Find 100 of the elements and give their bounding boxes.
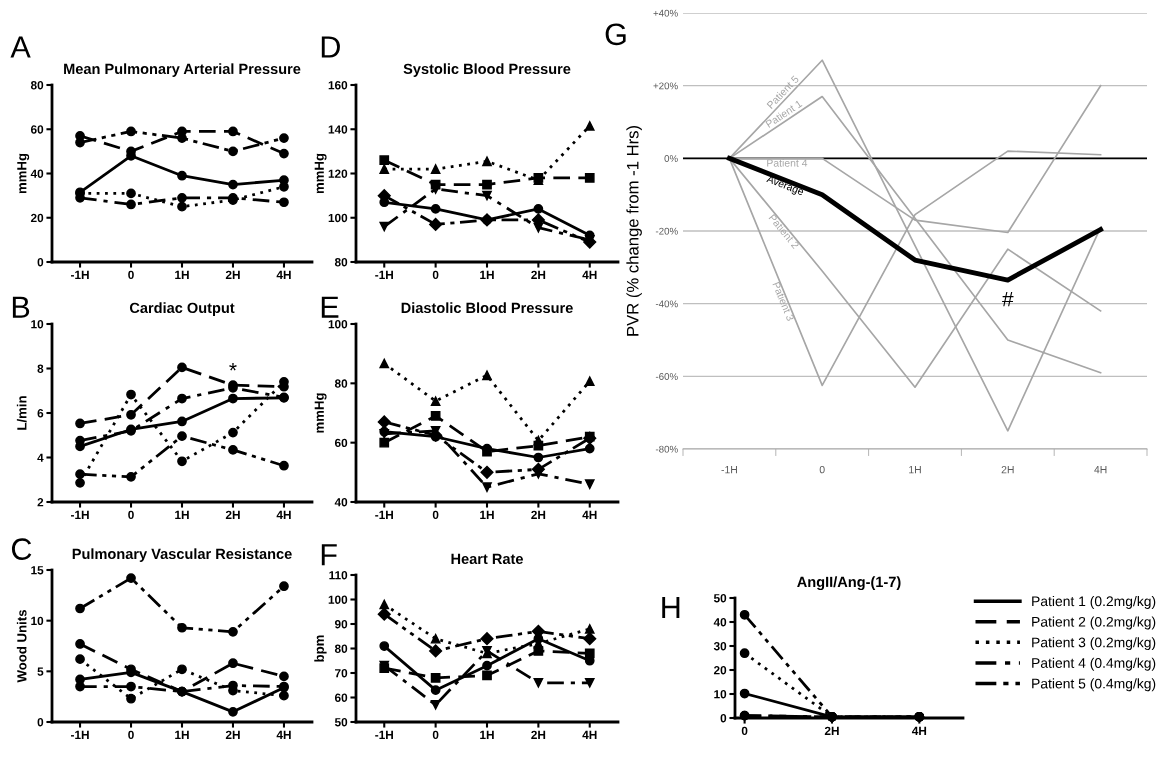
legend-label: Patient 5 (0.4mg/kg) bbox=[1032, 678, 1156, 692]
y-tick-label: 0 bbox=[37, 258, 44, 267]
y-axis-title: mmHg bbox=[314, 153, 327, 194]
x-tick-label: -1H bbox=[375, 270, 393, 279]
y-tick-label: 100 bbox=[328, 213, 348, 223]
x-tick-label: 4H bbox=[911, 726, 927, 735]
y-tick-label: 40 bbox=[713, 618, 727, 627]
y-tick-label: -80% bbox=[655, 445, 678, 453]
x-tick-label: 4H bbox=[582, 510, 597, 519]
x-tick-label: 2H bbox=[531, 270, 546, 279]
y-tick-label: +20% bbox=[653, 82, 678, 90]
y-tick-label: +40% bbox=[653, 9, 678, 17]
x-tick-label: 2H bbox=[1001, 465, 1014, 474]
y-tick-label: 40 bbox=[334, 498, 348, 507]
chart-title: AngII/Ang-(1-7) bbox=[797, 576, 901, 590]
y-tick-label: 60 bbox=[30, 125, 44, 134]
y-tick-label: 80 bbox=[334, 258, 348, 267]
y-tick-label: 40 bbox=[30, 169, 44, 178]
series-label: Patient 4 bbox=[767, 159, 808, 167]
x-tick-label: 2H bbox=[225, 510, 240, 519]
chart-title: Systolic Blood Pressure bbox=[403, 63, 571, 77]
y-tick-label: 8 bbox=[37, 364, 44, 373]
y-tick-label: 15 bbox=[31, 566, 44, 575]
y-tick-label: 80 bbox=[334, 644, 348, 653]
x-tick-label: -1H bbox=[375, 510, 393, 519]
x-tick-label: -1H bbox=[721, 466, 737, 474]
y-tick-label: 70 bbox=[335, 669, 348, 678]
legend-label: Patient 1 (0.2mg/kg) bbox=[1032, 595, 1156, 609]
text: F bbox=[321, 544, 337, 566]
y-tick-label: -20% bbox=[655, 227, 678, 235]
y-tick-label: 30 bbox=[713, 642, 727, 651]
x-tick-label: 4H bbox=[276, 730, 291, 739]
x-tick-label: -1H bbox=[70, 270, 89, 279]
y-tick-label: 0% bbox=[664, 155, 678, 162]
x-tick-label: 0 bbox=[741, 726, 748, 735]
y-tick-label: 60 bbox=[334, 693, 348, 702]
x-tick-label: 4H bbox=[276, 270, 291, 279]
y-axis-title: bpm bbox=[314, 635, 327, 662]
annotation: * bbox=[229, 363, 237, 371]
y-tick-label: 60 bbox=[334, 438, 348, 448]
y-tick-label: 6 bbox=[37, 409, 44, 418]
x-tick-label: 0 bbox=[432, 510, 439, 519]
y-tick-label: -40% bbox=[655, 300, 678, 308]
x-tick-label: 1H bbox=[175, 510, 189, 519]
y-tick-label: 80 bbox=[334, 379, 348, 388]
y-tick-label: 10 bbox=[31, 616, 44, 626]
y-axis-title: mmHg bbox=[314, 393, 327, 433]
x-tick-label: 2H bbox=[225, 270, 240, 279]
text: C bbox=[11, 538, 32, 560]
x-tick-label: 0 bbox=[128, 270, 134, 279]
chart-title: Cardiac Output bbox=[129, 302, 235, 316]
x-tick-label: 0 bbox=[432, 730, 439, 739]
y-axis-title: Wood Units bbox=[16, 610, 27, 683]
x-tick-label: -1H bbox=[70, 510, 89, 519]
chart-title: Diastolic Blood Pressure bbox=[401, 302, 573, 314]
x-tick-label: 4H bbox=[582, 270, 597, 279]
y-tick-label: 0 bbox=[720, 714, 727, 723]
text: B bbox=[12, 296, 30, 318]
x-tick-label: 1H bbox=[175, 270, 189, 279]
y-tick-label: 20 bbox=[30, 213, 44, 223]
y-tick-label: 160 bbox=[328, 81, 348, 90]
x-tick-label: 4H bbox=[582, 730, 597, 739]
x-tick-label: 4H bbox=[1094, 466, 1107, 474]
x-tick-label: 0 bbox=[432, 270, 439, 279]
y-tick-label: 80 bbox=[30, 81, 44, 90]
x-tick-label: 0 bbox=[819, 465, 825, 474]
x-tick-label: 2H bbox=[531, 510, 546, 519]
annotation: # bbox=[1002, 291, 1014, 307]
text: E bbox=[321, 296, 339, 318]
y-axis-title: mmHg bbox=[17, 153, 30, 194]
y-tick-label: 20 bbox=[713, 666, 727, 675]
text: A bbox=[10, 36, 31, 58]
y-tick-label: 50 bbox=[334, 718, 348, 727]
y-axis-title: PVR (% change from -1 Hrs) bbox=[626, 125, 642, 336]
y-tick-label: 50 bbox=[713, 594, 727, 603]
x-tick-label: 1H bbox=[480, 510, 494, 519]
y-tick-label: 120 bbox=[328, 169, 348, 178]
x-tick-label: 0 bbox=[128, 510, 134, 519]
x-tick-label: 2H bbox=[225, 730, 240, 739]
x-tick-label: 1H bbox=[909, 466, 921, 474]
y-tick-label: 10 bbox=[714, 690, 727, 699]
y-tick-label: 4 bbox=[37, 453, 44, 462]
x-tick-label: -1H bbox=[375, 730, 393, 739]
x-tick-label: 0 bbox=[128, 730, 134, 739]
legend-label: Patient 2 (0.2mg/kg) bbox=[1032, 616, 1156, 630]
x-tick-label: 2H bbox=[531, 730, 546, 739]
legend-label: Patient 4 (0.4mg/kg) bbox=[1032, 657, 1156, 671]
y-tick-label: 100 bbox=[328, 320, 348, 329]
x-tick-label: 1H bbox=[480, 270, 494, 279]
text: D bbox=[321, 36, 340, 58]
y-tick-label: 110 bbox=[329, 571, 348, 580]
chart-title: Pulmonary Vascular Resistance bbox=[72, 548, 292, 562]
chart-title: Mean Pulmonary Arterial Pressure bbox=[64, 63, 301, 77]
x-tick-label: -1H bbox=[70, 730, 89, 739]
y-tick-label: 10 bbox=[31, 320, 44, 329]
x-tick-label: 4H bbox=[276, 510, 291, 519]
legend-label: Patient 3 (0.2mg/kg) bbox=[1032, 637, 1156, 651]
x-tick-label: 2H bbox=[824, 726, 839, 735]
y-tick-label: 5 bbox=[37, 667, 44, 676]
y-tick-label: 100 bbox=[328, 595, 348, 604]
